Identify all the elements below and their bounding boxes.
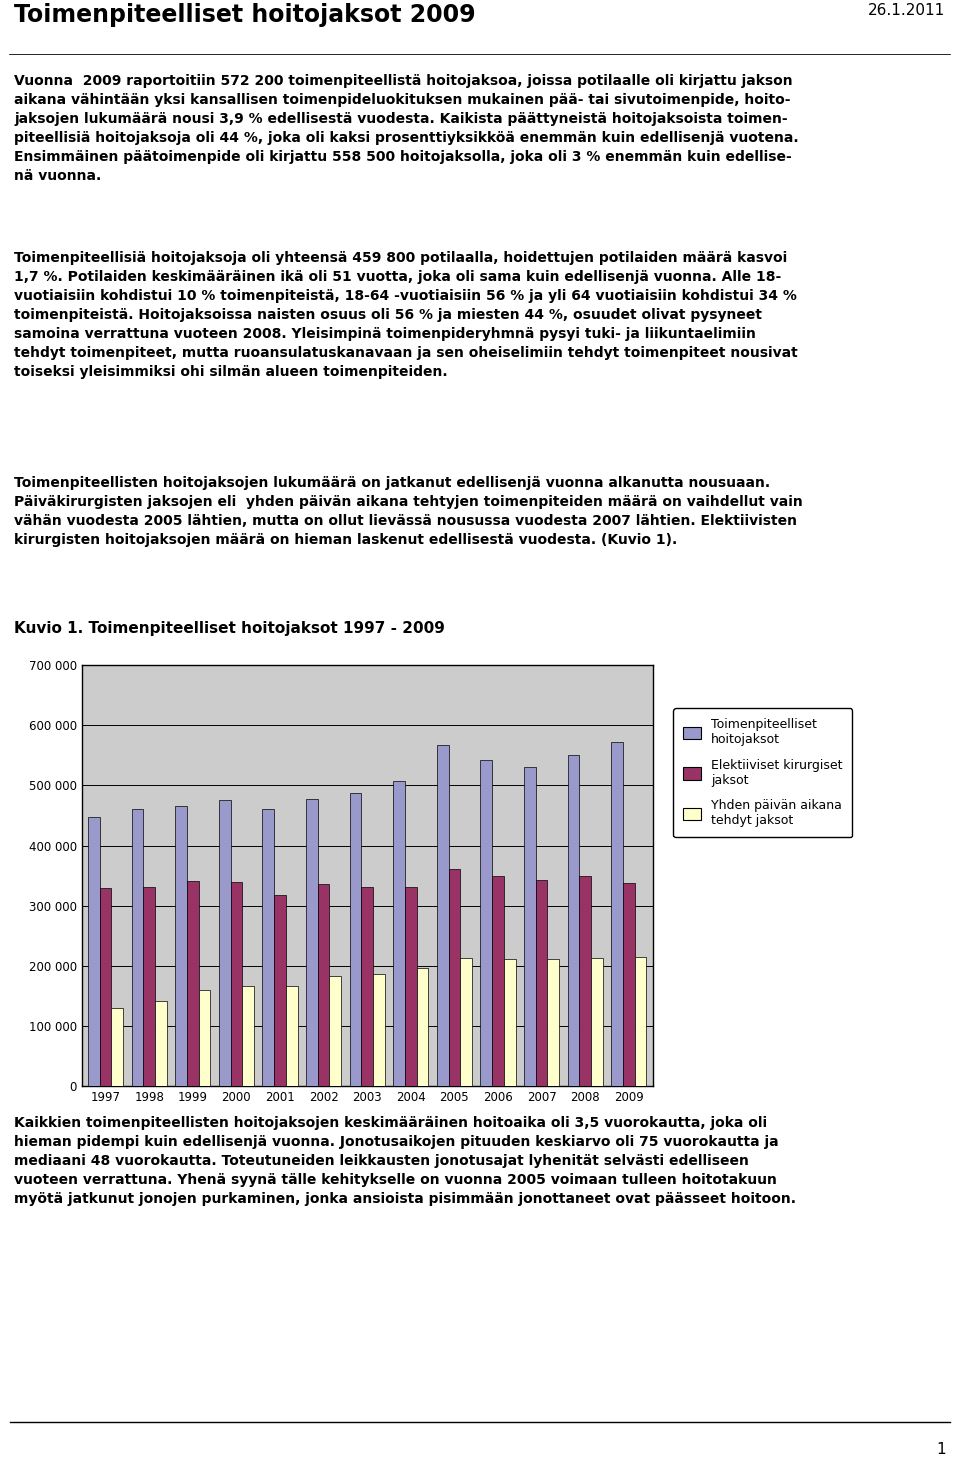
Bar [219,801,230,1086]
Bar [536,879,547,1086]
Bar [242,986,254,1086]
Bar [275,896,286,1086]
Bar [448,869,460,1086]
Bar [318,884,329,1086]
Bar [547,959,560,1086]
Bar [230,882,242,1086]
Bar [156,1001,167,1086]
Bar [635,956,646,1086]
Bar [567,755,579,1086]
Text: 26.1.2011: 26.1.2011 [869,3,946,18]
Bar [579,875,591,1086]
Text: Toimenpiteellisten hoitojaksojen lukumäärä on jatkanut edellisenjä vuonna alkanu: Toimenpiteellisten hoitojaksojen lukumää… [14,476,804,547]
Bar [329,975,341,1086]
Bar [361,887,373,1086]
Bar [306,798,318,1086]
Text: Kuvio 1. Toimenpiteelliset hoitojaksot 1997 - 2009: Kuvio 1. Toimenpiteelliset hoitojaksot 1… [14,621,445,637]
Bar [373,974,385,1086]
Bar [262,808,275,1086]
Bar [623,882,635,1086]
Text: Toimenpiteellisiä hoitojaksoja oli yhteensä 459 800 potilaalla, hoidettujen poti: Toimenpiteellisiä hoitojaksoja oli yhtee… [14,251,798,378]
Bar [480,760,492,1086]
Bar [199,990,210,1086]
Bar [286,986,298,1086]
Legend: Toimenpiteelliset
hoitojaksot, Elektiiviset kirurgiset
jaksot, Yhden päivän aika: Toimenpiteelliset hoitojaksot, Elektiivi… [674,708,852,838]
Bar [504,959,516,1086]
Bar [591,958,603,1086]
Bar [524,767,536,1086]
Bar [187,881,199,1086]
Bar [100,888,111,1086]
Bar [492,875,504,1086]
Bar [349,794,361,1086]
Bar [88,817,100,1086]
Bar [394,782,405,1086]
Bar [612,742,623,1086]
Text: Kaikkien toimenpiteellisten hoitojaksojen keskimääräinen hoitoaika oli 3,5 vuoro: Kaikkien toimenpiteellisten hoitojaksoje… [14,1116,797,1206]
Bar [437,745,448,1086]
Bar [405,887,417,1086]
Bar [143,887,156,1086]
Bar [417,968,428,1086]
Bar [460,958,472,1086]
Text: Vuonna  2009 raportoitiin 572 200 toimenpiteellistä hoitojaksoa, joissa potilaal: Vuonna 2009 raportoitiin 572 200 toimenp… [14,74,799,183]
Bar [111,1008,123,1086]
Bar [132,808,143,1086]
Text: Toimenpiteelliset hoitojaksot 2009: Toimenpiteelliset hoitojaksot 2009 [14,3,476,27]
Bar [175,806,187,1086]
Text: 1: 1 [936,1443,946,1457]
